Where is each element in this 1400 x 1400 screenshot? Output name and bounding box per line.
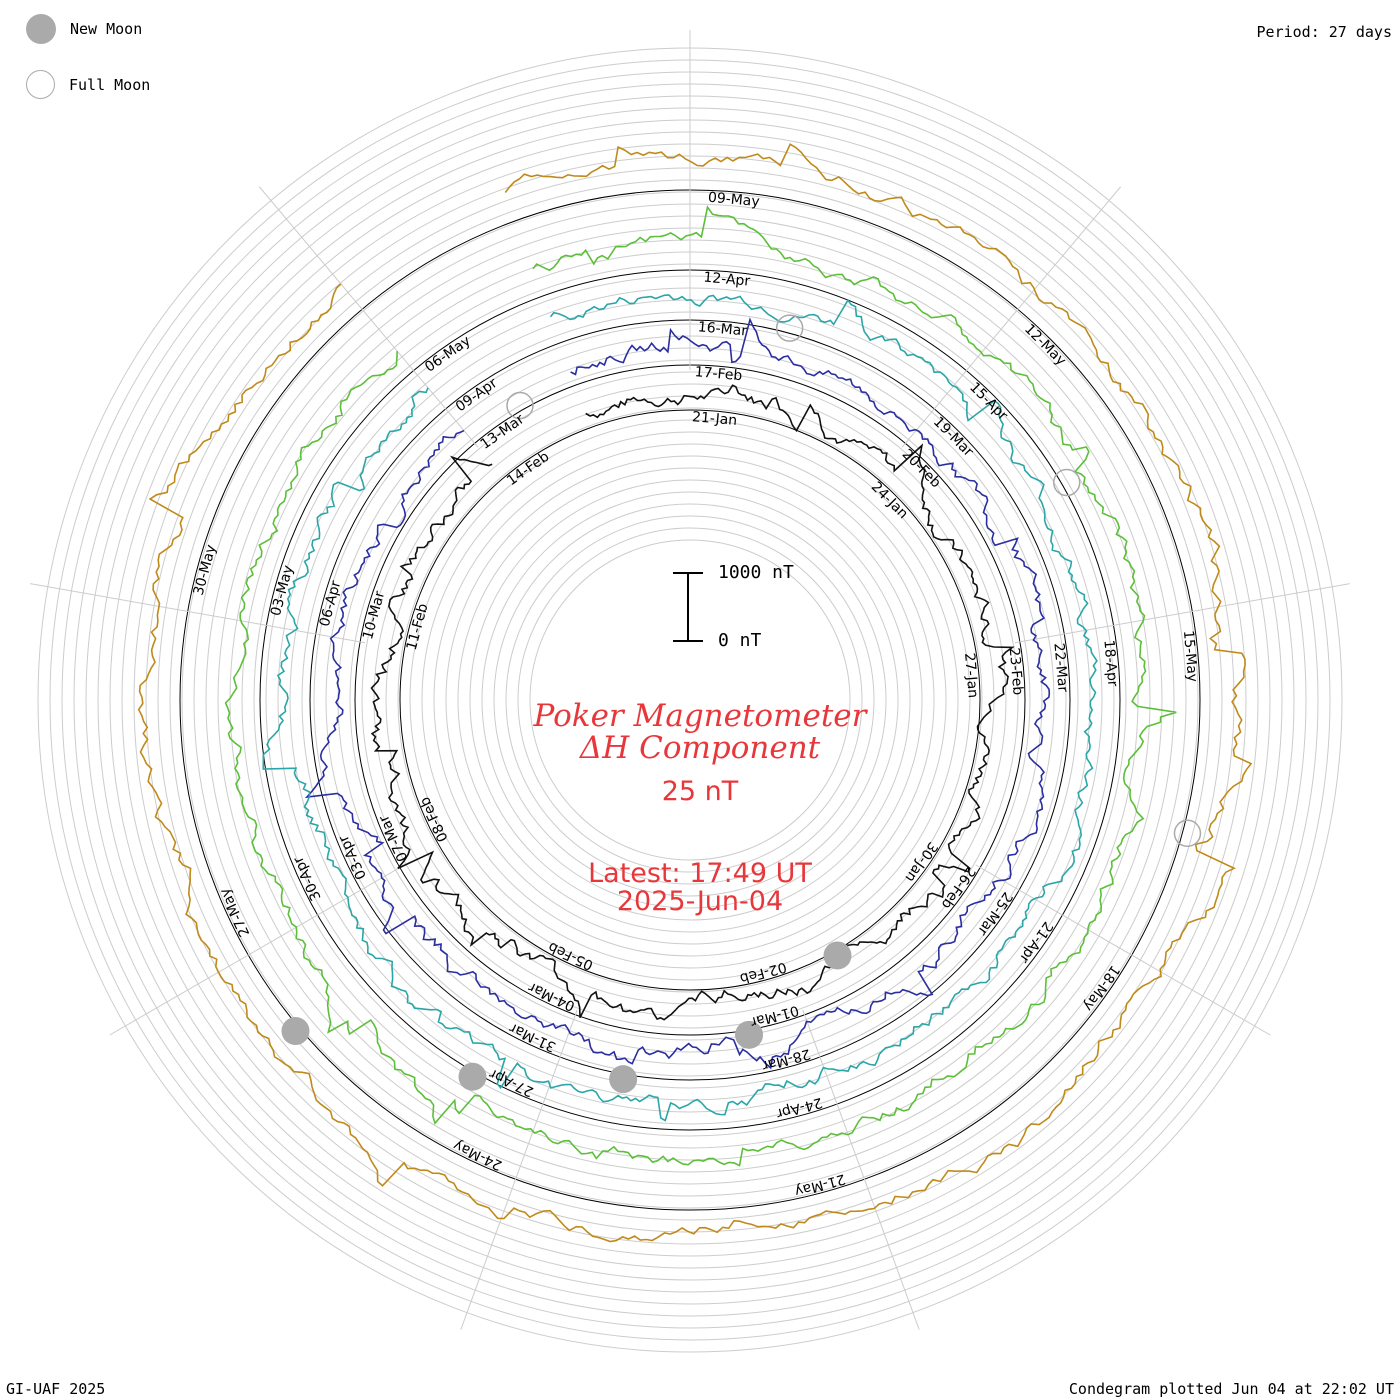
date-label: 25-Mar [974, 889, 1016, 939]
date-label: 21-Jan [691, 409, 737, 429]
date-label: 21-May [793, 1170, 847, 1199]
chart-title: Poker Magnetometer ΔH Component [450, 700, 950, 764]
grid-circle [469, 479, 911, 921]
grid-spoke [975, 864, 1271, 1036]
scale-top-label: 1000 nT [718, 562, 794, 583]
date-label: 15-May [1180, 630, 1200, 683]
grid-circle [517, 527, 863, 873]
baseline-ring [399, 409, 981, 991]
date-label: 27-Apr [487, 1065, 536, 1099]
grid-spoke [802, 1009, 920, 1330]
date-label: 28-Mar [760, 1045, 812, 1073]
grid-circle [445, 455, 935, 945]
date-label: 22-Mar [1050, 642, 1070, 693]
date-label: 18-May [1080, 962, 1123, 1014]
date-label: 08-Feb [417, 794, 452, 844]
new-moon-icon [26, 14, 56, 44]
date-label: 21-Apr [1016, 918, 1056, 966]
resolution-label: 25 nT [661, 776, 739, 807]
grid-circle [529, 539, 851, 861]
date-label: 17-Feb [694, 364, 743, 384]
new-moon-marker [609, 1065, 638, 1094]
date-label: 10-Mar [360, 589, 388, 641]
grid-circle [505, 515, 875, 885]
new-moon-marker [281, 1017, 310, 1046]
date-label: 01-Mar [749, 1002, 801, 1030]
date-label: 24-Jan [868, 479, 911, 522]
full-moon-marker [1052, 468, 1081, 497]
grid-circle [397, 407, 983, 993]
date-label: 12-Apr [703, 270, 751, 290]
scale-bar [673, 572, 703, 642]
date-label: 23-Feb [1006, 647, 1026, 696]
plotted-label: Condegram plotted Jun 04 at 22:02 UT [1068, 1380, 1394, 1398]
new-moon-marker [458, 1062, 487, 1091]
grid-spoke [1014, 583, 1350, 644]
date-label: 27-Jan [961, 652, 981, 698]
title-line-2: ΔH Component [579, 730, 821, 766]
grid-circle [433, 443, 947, 957]
grid-circle [421, 431, 959, 969]
full-moon-marker [1173, 819, 1202, 848]
grid-spoke [109, 864, 405, 1036]
scale-bottom-label: 0 nT [718, 630, 762, 651]
data-traces [137, 143, 1253, 1243]
period-label: Period: 27 days [1256, 23, 1392, 41]
series-trace [137, 143, 1253, 1243]
credit-label: GI-UAF 2025 [6, 1380, 106, 1398]
grid-circle [457, 467, 923, 933]
new-moon-marker [823, 941, 852, 970]
grid-spoke [258, 186, 479, 448]
new-moon-marker [735, 1020, 764, 1049]
date-label: 30-May [191, 543, 220, 597]
grid-spoke [901, 186, 1122, 448]
latest-time: Latest: 17:49 UT [588, 858, 812, 889]
grid-spokes [30, 30, 1350, 1330]
grid-circle [481, 491, 899, 909]
grid-spoke [30, 583, 366, 644]
date-label: 13-Mar [478, 411, 528, 453]
date-label: 16-Mar [697, 319, 748, 339]
grid-circle [373, 383, 1007, 1017]
full-moon-marker [775, 314, 804, 342]
date-label: 09-May [707, 190, 760, 210]
series-trace [304, 317, 1051, 1070]
date-label: 30-Apr [290, 854, 324, 903]
full-moon-label: Full Moon [69, 75, 151, 94]
full-moon-marker [506, 391, 534, 420]
date-label: 27-May [217, 885, 253, 939]
date-label: 24-May [451, 1137, 505, 1173]
latest-date: 2025-Jun-04 [616, 886, 784, 917]
legend-full-moon: Full Moon [26, 70, 150, 99]
series-trace [262, 294, 1098, 1122]
full-moon-icon [26, 70, 55, 99]
date-label: 03-Apr [336, 832, 370, 881]
moon-markers [281, 314, 1202, 1094]
grid-circle [409, 419, 971, 981]
grid-circle [493, 503, 887, 897]
date-label: 12-May [1021, 321, 1069, 369]
grid-spoke [460, 1009, 578, 1330]
date-label: 05-Feb [546, 938, 596, 973]
series-trace [224, 205, 1177, 1167]
title-line-1: Poker Magnetometer [533, 698, 867, 734]
date-label: 18-Apr [1100, 639, 1120, 687]
grid-circle [361, 371, 1019, 1029]
legend-new-moon: New Moon [26, 14, 142, 44]
date-label: 06-Apr [317, 579, 345, 629]
new-moon-label: New Moon [70, 20, 143, 38]
date-label: 19-Mar [930, 414, 976, 460]
date-label: 09-Apr [453, 375, 501, 415]
